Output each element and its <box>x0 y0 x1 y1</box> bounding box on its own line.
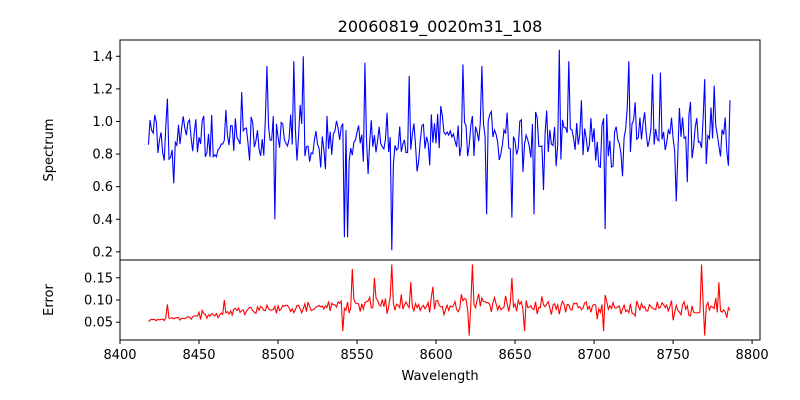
spectrum-line <box>147 49 731 251</box>
error-series-group <box>148 264 731 336</box>
error-panel: 0.05 0.10 0.15 8400 8450 8500 8550 8600 8650 870… <box>42 259 769 384</box>
spectrum-y-axis-label: Spectrum <box>42 119 57 182</box>
x-tick-label: 8750 <box>657 348 690 363</box>
spectrum-y-tick-label: 0.2 <box>92 245 113 260</box>
spectrum-y-ticks: 0.2 0.4 0.6 0.8 1.0 1.2 1.4 <box>92 50 120 260</box>
x-tick-label: 8550 <box>340 348 373 363</box>
spectrum-panel: 0.2 0.4 0.6 0.8 1.0 1.2 1.4 Spectrum <box>42 39 761 261</box>
x-tick-label: 8400 <box>103 348 136 363</box>
spectrum-y-tick-label: 0.8 <box>92 148 113 163</box>
spectrum-y-tick-label: 0.4 <box>92 213 113 228</box>
error-y-tick-label: 0.10 <box>84 294 113 309</box>
error-y-ticks: 0.05 0.10 0.15 <box>84 271 120 331</box>
error-y-tick-label: 0.05 <box>84 316 113 331</box>
spectrum-y-tick-label: 1.2 <box>92 82 113 97</box>
spectrum-y-tick-label: 0.6 <box>92 180 113 195</box>
error-y-tick-label: 0.15 <box>84 271 113 286</box>
spectrum-series-group <box>147 49 731 251</box>
x-tick-label: 8600 <box>420 348 453 363</box>
x-ticks: 8400 8450 8500 8550 8600 8650 8700 8750 8800 <box>103 340 769 363</box>
x-tick-label: 8450 <box>182 348 215 363</box>
chart-title: 20060819_0020m31_108 <box>338 17 543 37</box>
error-axes-frame <box>119 259 761 341</box>
error-line <box>148 264 731 336</box>
x-tick-label: 8500 <box>261 348 294 363</box>
spectrum-y-tick-label: 1.4 <box>92 50 113 65</box>
spectrum-y-tick-label: 1.0 <box>92 115 113 130</box>
x-tick-label: 8700 <box>578 348 611 363</box>
x-tick-label: 8800 <box>736 348 769 363</box>
error-y-axis-label: Error <box>42 284 57 316</box>
x-axis-label: Wavelength <box>401 369 478 384</box>
x-tick-label: 8650 <box>499 348 532 363</box>
spectrum-axes-frame <box>119 39 761 261</box>
